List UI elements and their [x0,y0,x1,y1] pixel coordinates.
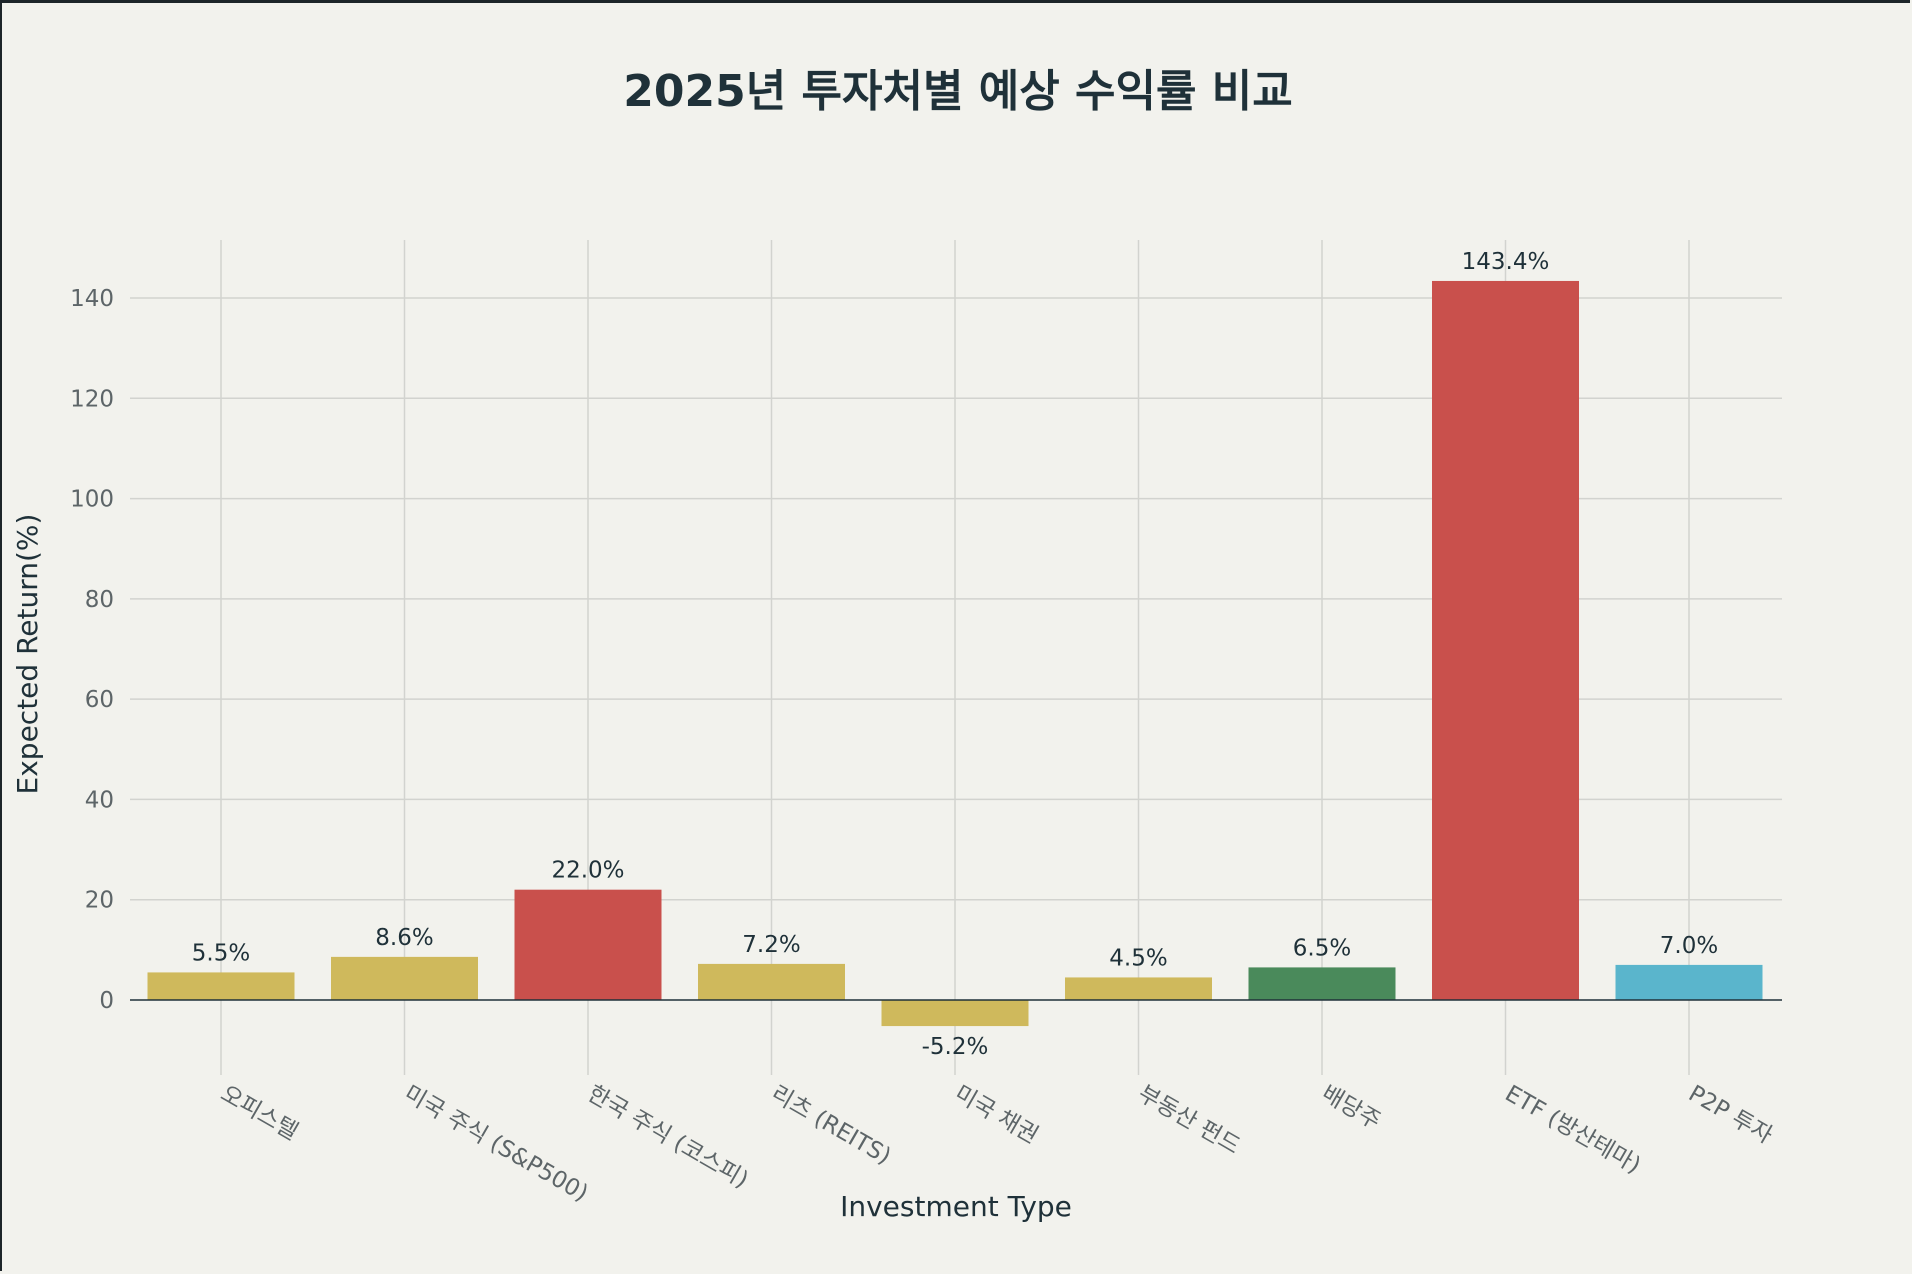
data-label: 7.2% [742,932,800,958]
y-axis-title: Expected Return(%) [11,514,44,795]
data-label: 22.0% [551,858,624,884]
bar [147,972,295,1000]
x-tick-label: P2P 투자 [1684,1081,1777,1150]
x-tick-label: 오피스텔 [216,1081,302,1146]
bar [698,963,845,1000]
bar [331,956,478,1000]
bar [881,1000,1029,1027]
data-label: 8.6% [375,925,433,951]
chart-title: 2025년 투자처별 예상 수익률 비교 [623,66,1293,117]
x-tick-label: 배당주 [1317,1081,1385,1135]
data-label: -5.2% [922,1034,989,1060]
x-tick-label: ETF (방산테마) [1501,1081,1645,1179]
y-tick-label: 140 [70,286,114,312]
data-label: 6.5% [1293,935,1351,961]
x-tick-label: 부동산 펀드 [1134,1081,1245,1160]
data-label: 5.5% [192,940,250,966]
x-tick-label: 한국 주식 (코스피) [583,1081,752,1194]
x-tick-label: 미국 채권 [950,1081,1043,1149]
y-tick-label: 60 [85,687,114,713]
x-axis-title: Investment Type [840,1190,1072,1223]
x-tick-label: 미국 주식 (S&P500) [400,1081,593,1207]
y-tick-label: 40 [85,787,114,813]
y-tick-label: 120 [70,386,114,412]
data-label: 7.0% [1660,933,1718,959]
bar [1248,967,1396,1000]
y-tick-label: 0 [99,988,114,1014]
y-tick-label: 100 [70,487,114,513]
data-label: 4.5% [1109,945,1167,971]
y-tick-label: 80 [85,587,114,613]
bar [1615,964,1763,1000]
bar [1065,977,1212,1000]
bar [514,889,662,1000]
x-tick-label: 리츠 (REITS) [767,1081,896,1170]
bars-layer [130,280,1782,1027]
y-tick-label: 20 [85,888,114,914]
bar [1432,280,1579,1000]
data-label: 143.4% [1462,249,1550,275]
